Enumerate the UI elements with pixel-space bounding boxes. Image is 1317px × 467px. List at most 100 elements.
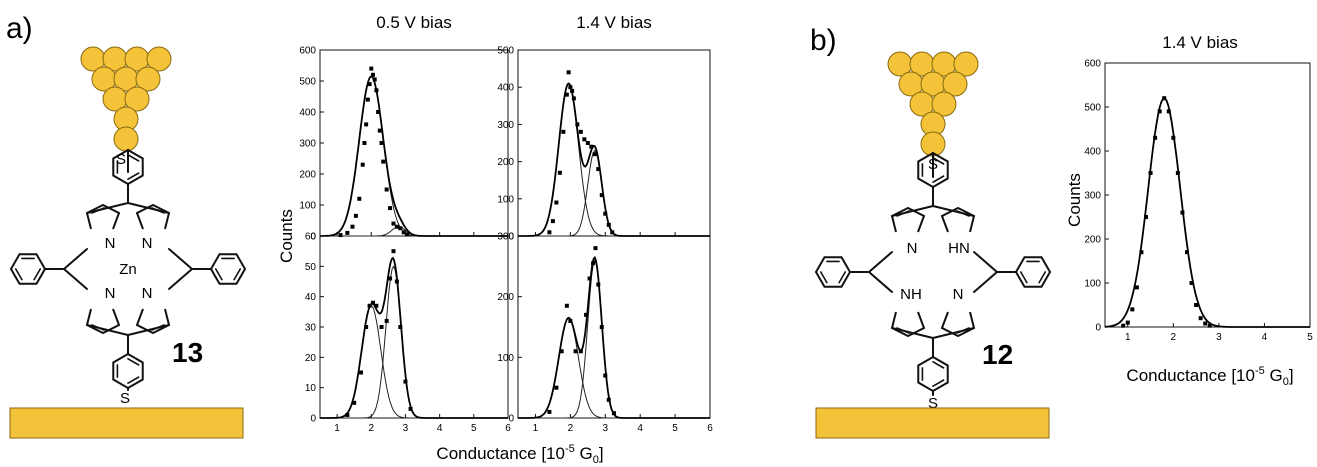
data-point xyxy=(1175,171,1180,175)
top-sulfur-label: S xyxy=(116,151,126,168)
x-tick-label: 1 xyxy=(1125,332,1131,343)
data-point xyxy=(1185,250,1189,255)
data-point xyxy=(374,303,379,308)
y-tick-label: 300 xyxy=(299,139,316,150)
data-point xyxy=(603,373,608,378)
data-point xyxy=(585,141,590,145)
fit-component-curve xyxy=(320,305,508,419)
data-point xyxy=(610,230,615,235)
y-tick-label: 50 xyxy=(305,262,317,273)
data-point xyxy=(575,122,580,127)
data-point xyxy=(398,226,403,231)
bond xyxy=(932,360,945,369)
bond xyxy=(86,324,129,336)
data-point xyxy=(1189,281,1194,285)
data-point xyxy=(1166,109,1171,114)
data-point xyxy=(405,232,410,237)
data-point xyxy=(367,82,372,87)
data-point xyxy=(1194,303,1199,307)
gold-atom xyxy=(146,46,172,72)
data-point xyxy=(381,159,386,164)
compound-12-label: 12 xyxy=(982,339,1013,370)
bond xyxy=(1038,271,1047,284)
bond xyxy=(932,205,975,217)
bond xyxy=(891,327,934,339)
pyrrole-ring xyxy=(135,308,171,335)
data-point xyxy=(573,349,578,354)
data-point xyxy=(362,141,367,145)
x-tick-label: 3 xyxy=(602,423,608,434)
hn-label: HN xyxy=(948,240,970,257)
y-tick-label: 20 xyxy=(305,353,317,364)
gold-atom xyxy=(953,51,979,77)
fit-total-curve xyxy=(320,75,508,237)
x-tick-label: 5 xyxy=(1307,332,1313,343)
bond xyxy=(127,172,140,181)
gold-substrate xyxy=(9,407,244,439)
fit-total-curve xyxy=(518,82,710,237)
bond xyxy=(168,268,193,290)
gold-tip-cluster xyxy=(80,46,172,152)
bond xyxy=(127,324,170,336)
x-tick-label: 6 xyxy=(707,423,713,434)
data-point xyxy=(398,325,403,329)
data-point xyxy=(606,222,611,227)
data-point xyxy=(391,249,396,254)
data-point xyxy=(408,406,413,411)
n-label-br: N xyxy=(953,286,964,303)
fit-total-curve xyxy=(518,255,710,419)
y-tick-label: 10 xyxy=(305,383,317,394)
x-tick-label: 5 xyxy=(471,423,477,434)
y-tick-label: 100 xyxy=(497,353,514,364)
data-point xyxy=(559,349,564,354)
gold-atom xyxy=(124,86,150,112)
histogram-plot: 0 100 200 300 400 500 xyxy=(497,46,711,243)
bond xyxy=(127,376,140,385)
y-tick-label: 200 xyxy=(497,292,514,303)
data-point xyxy=(1162,96,1167,101)
data-point xyxy=(596,282,601,287)
data-point xyxy=(360,162,365,167)
y-tick-label: 600 xyxy=(299,46,316,57)
bond xyxy=(838,271,847,284)
data-point xyxy=(1171,135,1176,140)
data-point xyxy=(550,219,555,224)
x-tick-label: 4 xyxy=(1262,332,1268,343)
data-point xyxy=(1134,285,1139,290)
bond xyxy=(891,205,934,217)
benzene-ring xyxy=(814,256,852,288)
x-tick-label: 4 xyxy=(637,423,643,434)
molecule-13: S S N N N N Zn 13 xyxy=(9,46,247,439)
pyrrole-ring xyxy=(85,203,121,230)
data-point xyxy=(372,77,377,82)
pyrrole-ring xyxy=(85,308,121,335)
y-tick-label: 100 xyxy=(299,201,316,212)
bond xyxy=(932,327,975,339)
pyrrole-ring xyxy=(940,206,976,233)
y-tick-label: 200 xyxy=(1084,235,1101,246)
data-point xyxy=(547,409,552,414)
data-point xyxy=(568,318,573,323)
data-point xyxy=(570,88,575,93)
data-point xyxy=(376,110,381,114)
data-point xyxy=(352,400,357,405)
data-point xyxy=(384,187,389,192)
plot-title-b: 1.4 V bias xyxy=(1162,33,1238,52)
data-point xyxy=(394,224,399,229)
y-tick-label: 400 xyxy=(1084,147,1101,158)
y-tick-label: 200 xyxy=(299,170,316,181)
data-point xyxy=(599,325,604,329)
n-label-br: N xyxy=(142,285,153,302)
data-point xyxy=(557,170,562,175)
bond xyxy=(233,268,242,281)
data-point xyxy=(592,152,597,157)
gold-atom xyxy=(135,66,161,92)
bond xyxy=(127,153,140,162)
y-tick-label: 500 xyxy=(1084,103,1101,114)
data-point xyxy=(547,230,552,235)
x-tick-label: 3 xyxy=(1216,332,1222,343)
fit-component-curve xyxy=(518,258,710,419)
y-tick-label: 0 xyxy=(310,232,316,243)
gold-atom xyxy=(942,71,968,97)
fit-component-curve xyxy=(518,317,710,419)
